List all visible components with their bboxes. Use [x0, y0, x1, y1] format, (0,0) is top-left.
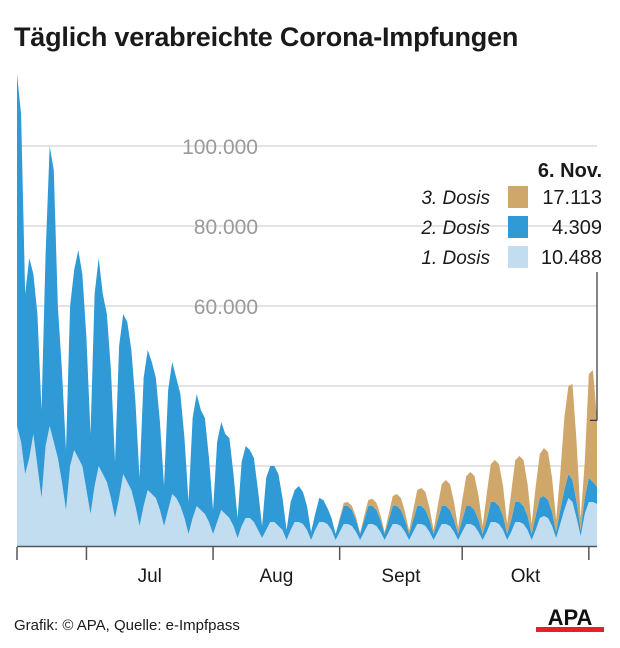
area-series: [17, 74, 597, 546]
source-credit: Grafik: © APA, Quelle: e-Impfpass: [14, 617, 240, 634]
x-axis: [16, 545, 597, 560]
legend-label: 3. Dosis: [421, 188, 490, 209]
x-tick-label: Sept: [381, 566, 421, 587]
legend-swatch: [508, 216, 528, 238]
stacked-area-chart: 100.000 80.000 60.000 Jul Aug Sept Okt: [16, 74, 598, 587]
svg-text:APA: APA: [548, 606, 593, 630]
legend-value: 10.488: [540, 247, 602, 269]
legend-item-dose2: 2. Dosis 4.309: [402, 216, 602, 240]
chart-title: Täglich verabreichte Corona-Impfungen: [14, 22, 519, 52]
legend-item-dose3: 3. Dosis 17.113: [402, 186, 602, 210]
apa-logo: APA: [536, 606, 604, 632]
legend-label: 2. Dosis: [421, 218, 490, 239]
x-tick-label: Jul: [138, 566, 162, 587]
area-dose1: [17, 426, 597, 546]
legend-label: 1. Dosis: [421, 248, 490, 269]
legend-item-dose1: 1. Dosis 10.488: [402, 246, 602, 270]
area-dose3: [17, 74, 597, 534]
x-tick-labels: Jul Aug Sept Okt: [138, 566, 541, 587]
y-tick-label: 80.000: [194, 216, 258, 239]
y-tick-labels: 100.000 80.000 60.000: [182, 136, 258, 319]
legend-date: 6. Nov.: [537, 160, 602, 182]
legend-swatch: [508, 246, 528, 268]
y-tick-label: 60.000: [194, 296, 258, 319]
x-tick-label: Aug: [259, 566, 293, 587]
x-tick-label: Okt: [511, 566, 541, 587]
area-dose2: [17, 74, 597, 540]
y-tick-label: 100.000: [182, 136, 258, 159]
legend-swatch: [508, 186, 528, 208]
legend-value: 17.113: [542, 187, 602, 209]
legend-value: 4.309: [551, 217, 602, 239]
